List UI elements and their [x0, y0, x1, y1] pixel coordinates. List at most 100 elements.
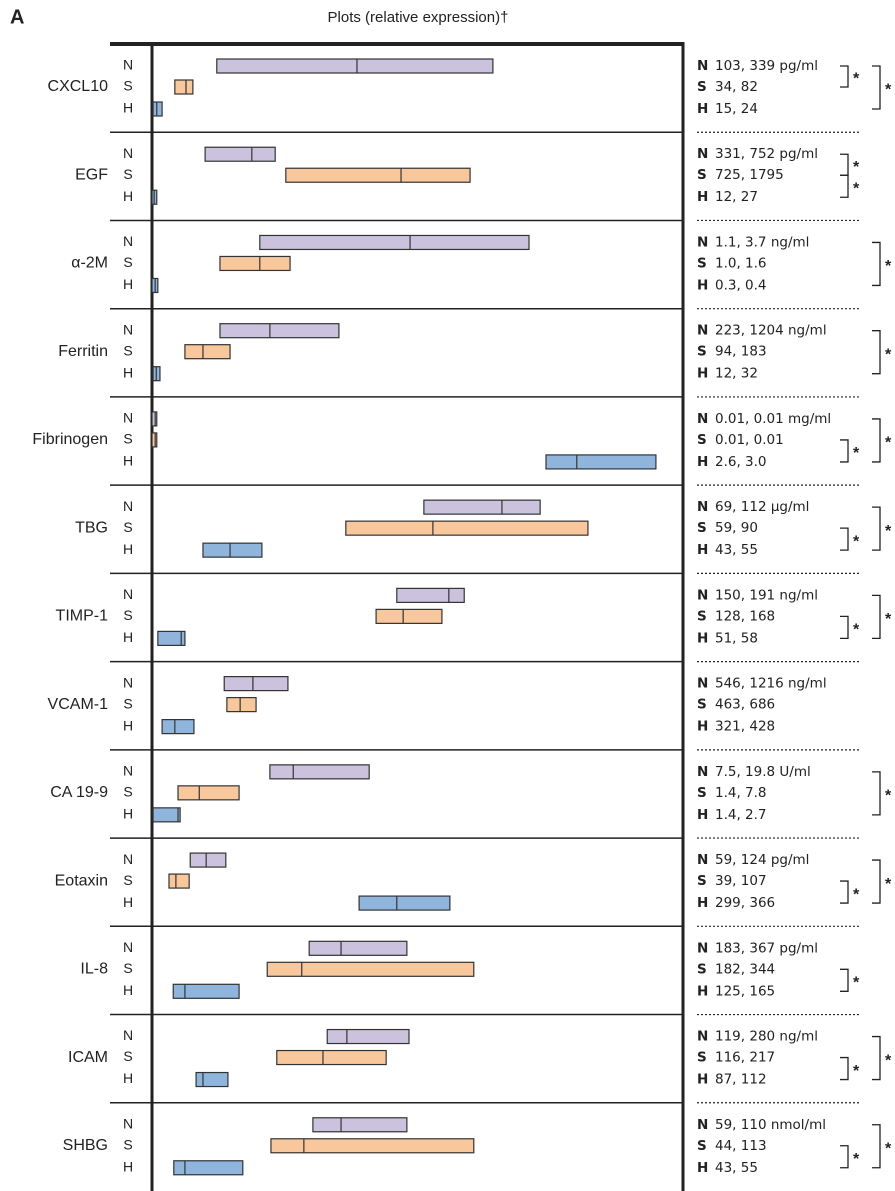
- range-bar: [285, 167, 471, 183]
- category-label: Eotaxin: [55, 872, 108, 889]
- row-label: N: [123, 410, 133, 426]
- significance-mark: *: [885, 258, 892, 275]
- row-label: H: [123, 100, 133, 116]
- range-bar: [189, 852, 227, 868]
- range-bar: [184, 344, 231, 360]
- stats-text: 331, 752 pg/ml: [715, 146, 818, 162]
- row-label: S: [123, 166, 132, 182]
- stats-group: N: [697, 323, 708, 339]
- row-label: N: [123, 851, 133, 867]
- range-bar: [226, 697, 257, 713]
- range-bar: [173, 1160, 244, 1176]
- significance-mark: *: [885, 82, 892, 99]
- stats-group: N: [697, 234, 708, 250]
- category-label: TBG: [75, 519, 108, 536]
- stats-text: 2.6, 3.0: [715, 454, 767, 470]
- stats-text: 116, 217: [715, 1050, 775, 1066]
- stats-text: 1.4, 2.7: [715, 807, 767, 823]
- significance-mark: *: [853, 533, 860, 550]
- significance-mark: *: [853, 1151, 860, 1168]
- range-bar: [375, 608, 443, 624]
- stats-group: S: [697, 1138, 707, 1154]
- stats-group: S: [697, 697, 707, 713]
- chart-title: Plots (relative expression)†: [328, 9, 509, 26]
- range-bar: [219, 255, 291, 272]
- range-bar: [358, 895, 451, 911]
- stats-text: 1.0, 1.6: [715, 255, 767, 271]
- range-bar: [308, 940, 408, 956]
- range-bar: [157, 630, 186, 646]
- range-bar: [174, 79, 194, 95]
- row-label: N: [123, 939, 133, 955]
- stats-text: 34, 82: [715, 79, 758, 95]
- stats-text: 463, 686: [715, 697, 775, 713]
- significance-mark: *: [853, 975, 860, 992]
- category-label: ICAM: [68, 1049, 108, 1066]
- significance-bracket: [840, 527, 849, 551]
- row-label: S: [123, 78, 132, 94]
- panel-label: A: [10, 6, 24, 28]
- significance-bracket: [872, 1124, 881, 1169]
- row-label: S: [123, 519, 132, 535]
- range-bar: [270, 1138, 475, 1154]
- stats-text: 299, 366: [715, 895, 775, 911]
- range-bar: [168, 873, 190, 889]
- stats-group: H: [697, 719, 708, 735]
- significance-bracket: [872, 506, 881, 551]
- stats-group: N: [697, 676, 708, 692]
- significance-bracket: [840, 1145, 849, 1169]
- row-label: H: [123, 982, 133, 998]
- significance-mark: *: [885, 435, 892, 452]
- row-label: S: [123, 342, 132, 358]
- row-label: N: [123, 498, 133, 514]
- stats-group: H: [697, 630, 708, 646]
- stats-group: S: [697, 167, 707, 183]
- range-bar: [152, 101, 163, 117]
- row-label: S: [123, 431, 132, 447]
- stats-text: 546, 1216 ng/ml: [715, 676, 827, 692]
- stats-group: N: [697, 411, 708, 427]
- category-label: CA 19-9: [50, 784, 108, 801]
- range-bar: [312, 1117, 408, 1133]
- significance-mark: *: [885, 876, 892, 893]
- stats-group: N: [697, 587, 708, 603]
- stats-text: 128, 168: [715, 608, 775, 624]
- range-bar: [266, 961, 475, 977]
- range-bar: [152, 807, 181, 823]
- stats-text: 223, 1204 ng/ml: [715, 323, 827, 339]
- row-label: N: [123, 321, 133, 337]
- stats-text: 1.4, 7.8: [715, 785, 767, 801]
- row-label: S: [123, 695, 132, 711]
- stats-group: S: [697, 785, 707, 801]
- significance-mark: *: [853, 445, 860, 462]
- range-bar: [151, 411, 158, 427]
- stats-text: 321, 428: [715, 719, 775, 735]
- stats-text: 12, 27: [715, 189, 758, 205]
- row-label: N: [123, 57, 133, 73]
- row-label: H: [123, 806, 133, 822]
- category-label: α-2M: [71, 255, 108, 272]
- stats-text: 0.01, 0.01: [715, 432, 784, 448]
- stats-group: H: [697, 542, 708, 558]
- stats-text: 94, 183: [715, 344, 767, 360]
- category-label: SHBG: [63, 1137, 108, 1154]
- row-label: H: [123, 894, 133, 910]
- stats-text: 59, 90: [715, 520, 758, 536]
- stats-group: N: [697, 852, 708, 868]
- range-bar: [223, 676, 289, 692]
- significance-bracket: [872, 241, 881, 287]
- stats-text: 119, 280 ng/ml: [715, 1029, 818, 1045]
- stats-text: 15, 24: [715, 101, 758, 117]
- category-label: EGF: [75, 166, 108, 183]
- stats-text: 150, 191 ng/ml: [715, 587, 818, 603]
- stats-group: H: [697, 1072, 708, 1088]
- stats-group: S: [697, 608, 707, 624]
- significance-mark: *: [853, 71, 860, 88]
- significance-mark: *: [885, 523, 892, 540]
- range-bar: [204, 146, 276, 162]
- row-label: N: [123, 1027, 133, 1043]
- stats-text: 0.3, 0.4: [715, 277, 767, 293]
- stats-text: 12, 32: [715, 366, 758, 382]
- stats-group: N: [697, 146, 708, 162]
- category-label: VCAM-1: [48, 696, 109, 713]
